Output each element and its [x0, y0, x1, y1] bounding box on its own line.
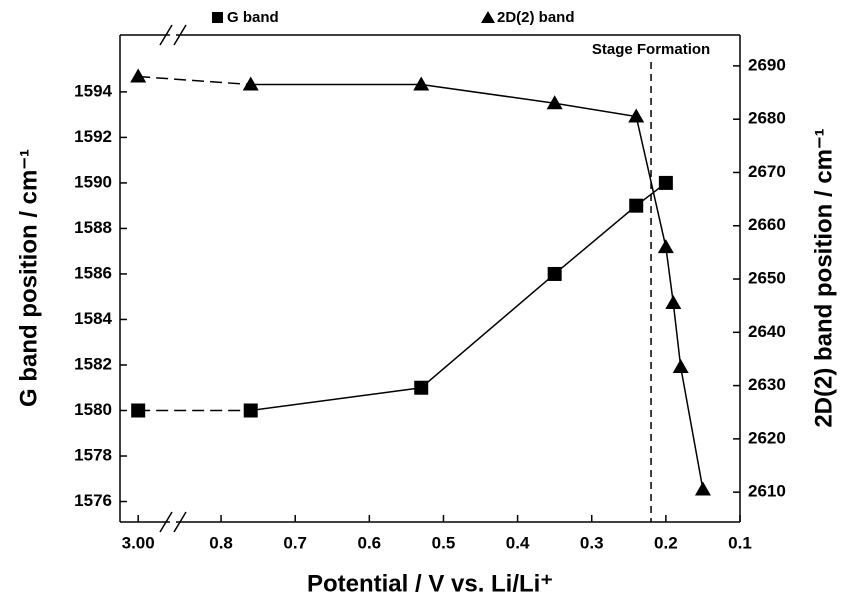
legend-label: 2D(2) band: [497, 9, 575, 26]
series-line: [250, 83, 704, 490]
y2-tick-label: 2690: [748, 55, 786, 74]
x-tick-label: 0.4: [506, 533, 530, 552]
x-tick-label: 3.00: [122, 533, 155, 552]
legend-marker: [481, 11, 495, 23]
break-connector: [138, 75, 251, 86]
x-tick-label: 0.7: [283, 533, 307, 552]
point: [658, 175, 673, 190]
point: [672, 358, 689, 373]
axis-break: [159, 511, 173, 533]
y-axis-title: G band position / cm⁻¹: [15, 149, 42, 407]
y2-axis-title: 2D(2) band position / cm⁻¹: [810, 128, 837, 427]
y2-tick-label: 2630: [748, 375, 786, 394]
y2-tick-label: 2610: [748, 482, 786, 501]
y-tick-label: 1580: [74, 400, 112, 419]
y-tick-label: 1590: [74, 172, 112, 191]
x-tick-label: 0.1: [728, 533, 752, 552]
y-tick-label: 1586: [74, 263, 112, 282]
y2-tick-label: 2680: [748, 109, 786, 128]
annotation-text: Stage Formation: [592, 41, 710, 58]
x-tick-label: 0.2: [654, 533, 678, 552]
x-tick-label: 0.5: [432, 533, 456, 552]
point: [657, 239, 674, 254]
point: [414, 380, 429, 395]
x-tick-label: 0.8: [209, 533, 233, 552]
point: [694, 481, 711, 496]
point: [629, 198, 644, 213]
y-tick-label: 1582: [74, 354, 112, 373]
y2-tick-label: 2650: [748, 269, 786, 288]
x-axis-title: Potential / V vs. Li/Li⁺: [307, 570, 553, 597]
point: [131, 403, 146, 418]
legend-marker: [212, 12, 223, 23]
point: [130, 68, 147, 83]
point: [413, 76, 430, 91]
point: [547, 266, 562, 281]
point: [665, 295, 682, 310]
axis-break: [159, 24, 173, 46]
y2-tick-label: 2660: [748, 215, 786, 234]
y-tick-label: 1576: [74, 491, 112, 510]
y-tick-label: 1594: [74, 81, 112, 100]
y-tick-label: 1584: [74, 309, 112, 328]
axis-break: [173, 511, 187, 533]
point: [243, 403, 258, 418]
legend-label: G band: [227, 9, 279, 26]
y-tick-label: 1588: [74, 218, 112, 237]
y-tick-label: 1592: [74, 127, 112, 146]
x-tick-label: 0.6: [358, 533, 382, 552]
series-line: [250, 182, 667, 412]
axis-break: [173, 24, 187, 46]
point: [242, 76, 259, 91]
y2-tick-label: 2640: [748, 322, 786, 341]
point: [546, 95, 563, 110]
y-tick-label: 1578: [74, 445, 112, 464]
point: [628, 108, 645, 123]
y2-tick-label: 2670: [748, 162, 786, 181]
y2-tick-label: 2620: [748, 428, 786, 447]
x-tick-label: 0.3: [580, 533, 604, 552]
